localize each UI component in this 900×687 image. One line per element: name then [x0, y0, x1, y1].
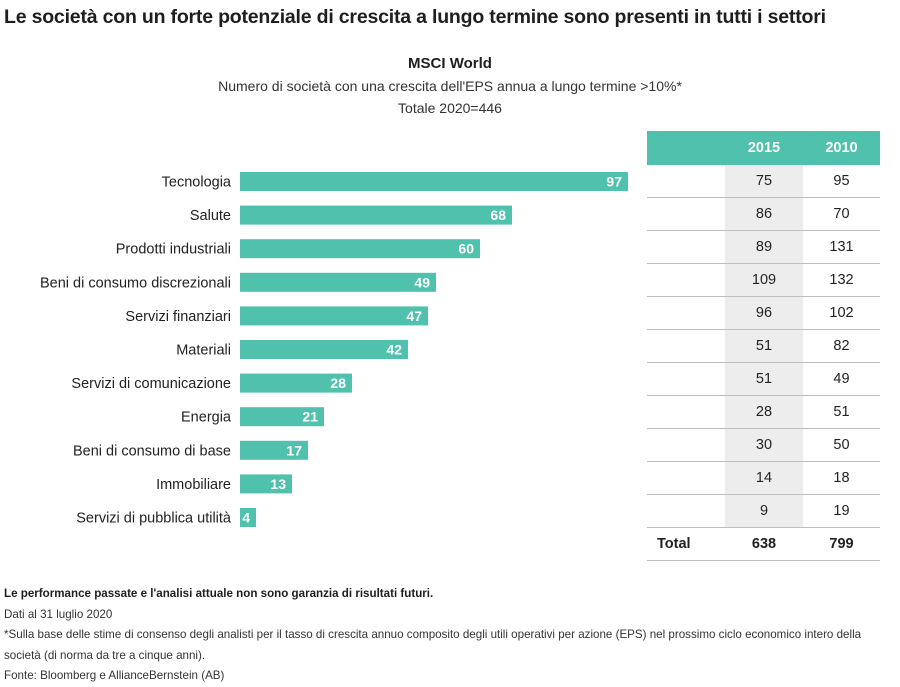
- bar: [240, 474, 292, 494]
- table-cell-label: [647, 198, 725, 230]
- table-cell-2015: 96: [725, 297, 803, 329]
- table-cell-label: [647, 264, 725, 296]
- headline: Le società con un forte potenziale di cr…: [4, 6, 826, 28]
- category-label: Salute: [190, 208, 231, 224]
- bar-value-label: 60: [458, 241, 474, 257]
- table-total-row: Total 638 799: [647, 528, 880, 561]
- table-row: 51 49: [647, 363, 880, 396]
- bar-value-label: 68: [490, 207, 506, 223]
- table-cell-2015: 14: [725, 462, 803, 494]
- table-cell-2010: 70: [833, 206, 850, 222]
- total-2010: 799: [829, 536, 854, 552]
- bar: [240, 440, 308, 460]
- table-cell-2015: 109: [725, 264, 803, 296]
- chart-total-label: Totale 2020=446: [398, 100, 502, 116]
- bar: [240, 508, 256, 527]
- table-cell-2010: 102: [829, 305, 854, 321]
- table-row: 109 132: [647, 264, 880, 297]
- table-cell-label: [647, 363, 725, 395]
- table-header: 2015 2010: [647, 131, 880, 165]
- category-label: Servizi finanziari: [125, 309, 231, 325]
- table-cell-label: [647, 297, 725, 329]
- chart-subtitle: Numero di società con una crescita dell'…: [218, 78, 682, 94]
- table-cell-label: [647, 165, 725, 197]
- table-cell-2015: 9: [725, 495, 803, 527]
- data-date: Dati al 31 luglio 2020: [4, 607, 113, 621]
- table-cell-2015: 51: [725, 363, 803, 395]
- table-row: 75 95: [647, 165, 880, 198]
- table-row: 89 131: [647, 231, 880, 264]
- table-cell-2010: 51: [833, 404, 850, 420]
- table-row: 96 102: [647, 297, 880, 330]
- table-cell-label: [647, 462, 725, 494]
- bar: [240, 239, 480, 259]
- category-label: Servizi di comunicazione: [71, 376, 231, 392]
- table-cell-2015: 89: [725, 231, 803, 263]
- category-label: Beni di consumo discrezionali: [40, 275, 231, 291]
- table-row: 28 51: [647, 396, 880, 429]
- table-cell-2015: 51: [725, 330, 803, 362]
- bar-value-label: 47: [406, 308, 422, 324]
- comparison-table: 2015 2010 75 95 86 70 89 131 109 132 96 102 51 82 51…: [647, 131, 880, 561]
- bar-value-label: 13: [270, 476, 286, 492]
- bar-value-label: 42: [386, 342, 402, 358]
- category-label: Energia: [181, 410, 232, 426]
- table-cell-2010: 18: [833, 470, 850, 486]
- table-cell-2015: 86: [725, 198, 803, 230]
- bar: [240, 373, 352, 393]
- table-cell-2010: 132: [829, 272, 854, 288]
- bar-value-label: 97: [606, 174, 622, 190]
- table-cell-label: [647, 396, 725, 428]
- bar: [240, 272, 436, 292]
- table-cell-2010: 50: [833, 437, 850, 453]
- footnote: *Sulla base delle stime di consenso degl…: [4, 628, 862, 662]
- table-row: 51 82: [647, 330, 880, 363]
- table-row: 86 70: [647, 198, 880, 231]
- total-2015: 638: [751, 536, 777, 552]
- bar-chart: Tecnologia 97 Salute 68 Prodotti industriali…: [40, 172, 628, 527]
- table-row: 30 50: [647, 429, 880, 462]
- table-body: 75 95 86 70 89 131 109 132 96 102 51 82 51 49 28 51 30 50…: [647, 165, 880, 528]
- table-cell-label: [647, 330, 725, 362]
- table-cell-2015: 75: [725, 165, 803, 197]
- category-label: Materiali: [176, 343, 231, 359]
- table-cell-2010: 131: [829, 239, 854, 255]
- total-label: Total: [657, 536, 691, 552]
- bar: [240, 407, 324, 427]
- table-cell-2015: 30: [725, 429, 803, 461]
- table-cell-label: [647, 429, 725, 461]
- table-header-2010: 2010: [825, 140, 858, 156]
- chart-title: MSCI World: [408, 55, 492, 72]
- table-row: 9 19: [647, 495, 880, 528]
- source: Fonte: Bloomberg e AllianceBernstein (AB…: [4, 669, 225, 682]
- table-cell-label: [647, 231, 725, 263]
- category-label: Prodotti industriali: [116, 242, 231, 258]
- table-cell-2010: 49: [833, 371, 850, 387]
- table-cell-2010: 95: [833, 173, 850, 189]
- bar-value-label: 21: [302, 409, 318, 425]
- disclaimer: Le performance passate e l'analisi attua…: [4, 587, 434, 600]
- bar: [240, 172, 628, 191]
- bar-value-label: 17: [286, 442, 302, 458]
- table-cell-2015: 28: [725, 396, 803, 428]
- bar-value-label: 49: [414, 274, 430, 290]
- bar: [240, 205, 512, 225]
- category-label: Beni di consumo di base: [73, 443, 231, 459]
- table-cell-2010: 82: [833, 338, 850, 354]
- bar-value-label: 4: [242, 510, 250, 526]
- category-label: Tecnologia: [162, 175, 232, 191]
- category-label: Immobiliare: [156, 477, 231, 493]
- table-header-2015: 2015: [747, 140, 781, 156]
- table-row: 14 18: [647, 462, 880, 495]
- footnotes: Le performance passate e l'analisi attua…: [4, 584, 896, 687]
- table-cell-label: [647, 495, 725, 527]
- bar: [240, 306, 428, 326]
- category-label: Servizi di pubblica utilità: [76, 511, 232, 527]
- bar: [240, 340, 408, 359]
- bar-value-label: 28: [330, 375, 346, 391]
- table-cell-2010: 19: [833, 503, 850, 519]
